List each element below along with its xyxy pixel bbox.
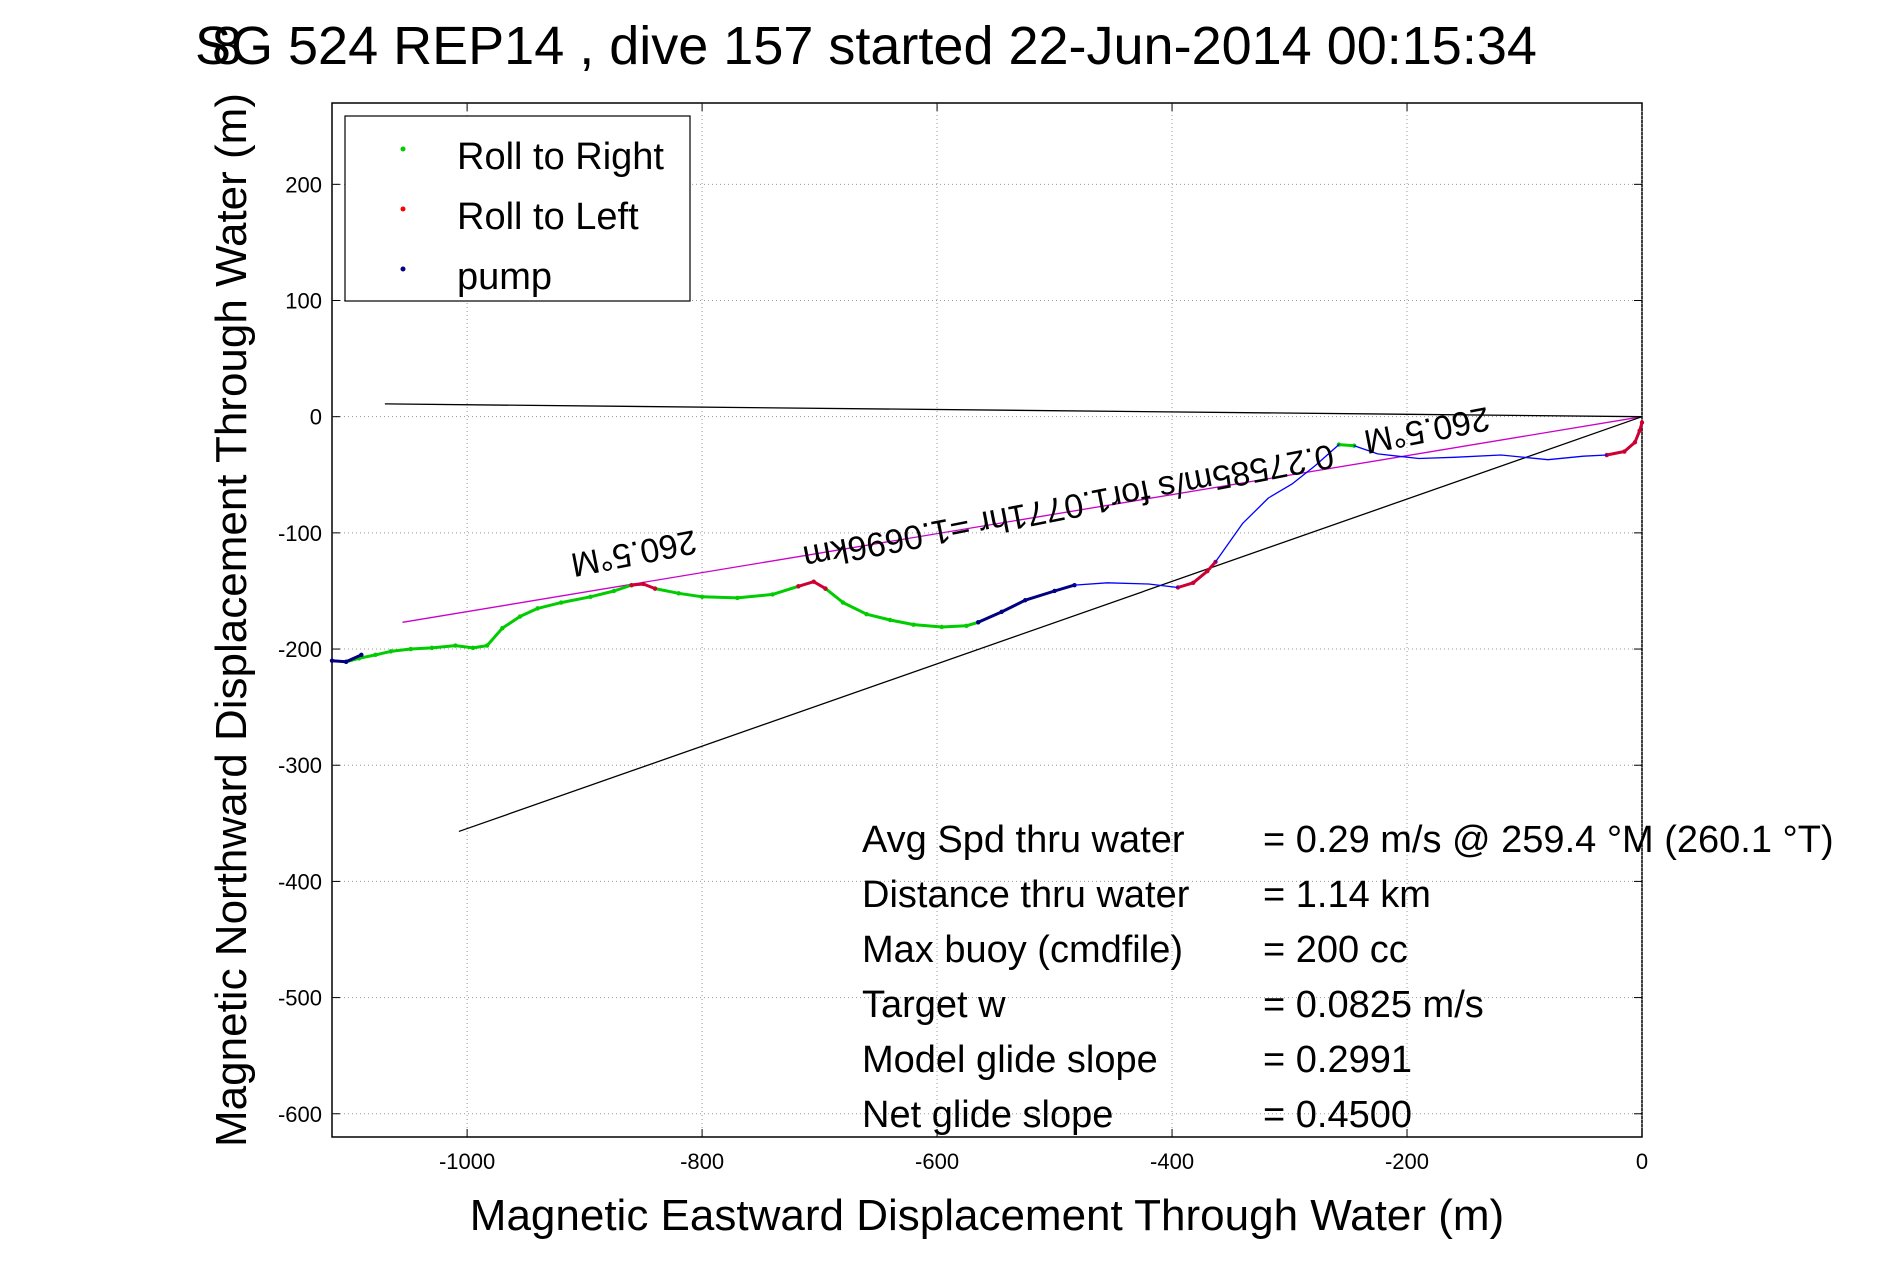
series-roll-to-left-point [1639,420,1645,425]
stat-value: = 0.0825 m/s [1263,984,1484,1026]
series-roll-to-right-point [840,600,846,605]
y-tick-label: -500 [278,986,322,1011]
legend-entry-label: pump [457,256,552,298]
series-roll-to-left-point [811,579,816,584]
y-tick-label: -100 [278,521,322,546]
series-roll-to-right-point [911,622,916,627]
series-pump-point [975,620,981,625]
reference-lines [384,403,1643,833]
series-roll-to-left-point [652,586,658,591]
series-roll-to-right-point [588,594,593,599]
series-roll-to-right-segment [1337,443,1356,448]
stat-value: = 0.4500 [1263,1094,1412,1136]
series-roll-to-right-point [964,623,969,629]
series-track-segment [1214,443,1340,563]
y-tick-label: -200 [278,637,322,662]
y-tick-label: 0 [310,405,322,430]
series-roll-to-left-point [796,584,801,589]
series-roll-to-left-point [641,581,646,587]
stat-label: Distance thru water [862,874,1190,916]
series-track-segment [1073,582,1179,589]
series-pump-point [329,658,335,663]
series-roll-to-right-point [887,617,893,623]
series-roll-to-right-point [470,645,476,651]
x-tick-label: -400 [1150,1149,1194,1174]
track-series [329,420,1645,665]
stat-label: Model glide slope [862,1039,1158,1081]
series-pump-point [1052,588,1057,594]
series-pump-point [359,652,364,658]
series-roll-to-left-point [1622,449,1627,454]
dive-stats-block: Avg Spd thru water = 0.29 m/s @ 259.4 °M … [862,819,1834,1136]
reference-line [458,416,1643,833]
series-roll-to-right-point [373,652,378,658]
stat-label: Max buoy (cmdfile) [862,929,1183,971]
x-tick-label: -600 [915,1149,959,1174]
y-tick-label: 200 [285,172,322,197]
legend-marker [400,146,406,152]
reference-line [384,403,1643,418]
stat-value: = 1.14 km [1263,874,1431,916]
legend-marker [400,266,406,272]
series-roll-to-left-point [629,582,634,588]
series-roll-to-left-point [1637,428,1642,433]
series-pump-point [999,609,1004,615]
y-axis-label: Magnetic Northward Displacement Through … [207,93,256,1147]
series-roll-to-right-point [453,643,458,648]
x-axis-label: Magnetic Eastward Displacement Through W… [470,1191,1504,1240]
series-roll-to-right-point [939,624,944,630]
stat-value: = 200 cc [1263,929,1408,971]
reference-line [402,416,1643,623]
title-overlap-glyph: 8 [212,16,242,76]
y-tick-label: -400 [278,869,322,894]
series-roll-to-right-point [429,645,435,651]
series-roll-to-left-segment [1176,560,1217,589]
stat-label: Target w [862,984,1006,1026]
stat-label: Net glide slope [862,1094,1113,1136]
series-roll-to-right-point [770,592,775,597]
y-tick-label: 100 [285,289,322,314]
series-roll-to-right-point [676,591,681,596]
series-roll-to-right-point [735,595,740,601]
series-track-segment [1353,445,1608,461]
series-roll-to-left-point [823,586,828,591]
series-roll-to-right-point [408,646,413,652]
series-roll-to-right-point [500,625,505,631]
series-roll-to-right-point [517,614,523,619]
series-roll-to-right-point [699,594,705,599]
series-pump-point [1022,598,1028,603]
stat-label: Avg Spd thru water [862,819,1185,861]
legend-entry-label: Roll to Left [457,196,639,238]
y-tick-label: -600 [278,1102,322,1127]
series-roll-to-left-point [1632,440,1638,445]
stat-value: = 0.2991 [1263,1039,1412,1081]
series-roll-to-right-point [388,649,393,654]
chart-title: SG 524 REP14 , dive 157 started 22-Jun-2… [195,16,1537,76]
series-roll-to-right-segment [824,587,980,629]
x-tick-label: -200 [1385,1149,1429,1174]
legend: Roll to Right Roll to Left pump [344,115,691,302]
legend-entry-label: Roll to Right [457,136,664,178]
series-roll-to-right-segment [653,584,800,600]
series-roll-to-right-point [864,611,869,617]
series-roll-to-right-point [558,600,564,605]
x-axis-ticks: -1000 -800 -600 -400 -200 0 [439,103,1648,1174]
series-pump-point [343,659,349,665]
y-axis-ticks: 200 100 0 -100 -200 -300 -400 -500 -600 [278,172,1642,1127]
series-roll-to-right-point [535,606,540,611]
series-roll-to-right-point [484,643,490,648]
series-roll-to-left-point [1190,580,1196,586]
x-tick-label: -1000 [439,1149,495,1174]
series-roll-to-left-point [1205,569,1210,574]
stat-value: = 0.29 m/s @ 259.4 °M (260.1 °T) [1263,819,1834,861]
y-tick-label: -300 [278,753,322,778]
x-tick-label: -800 [680,1149,724,1174]
series-roll-to-right-point [611,588,617,594]
x-tick-label: 0 [1636,1149,1648,1174]
series-roll-to-right-segment [344,583,634,664]
legend-marker [400,206,406,212]
